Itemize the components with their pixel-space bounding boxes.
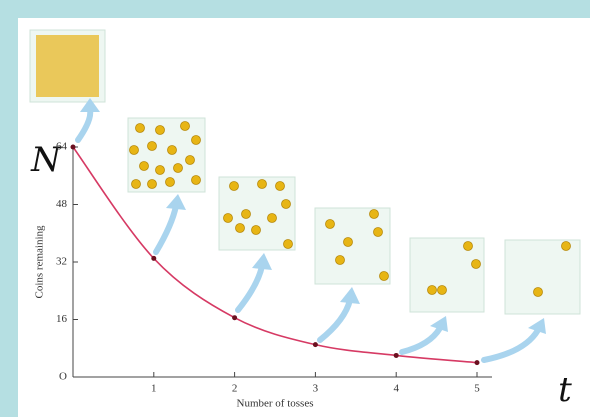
x-tick-label: 2 [232, 383, 238, 395]
data-point [151, 256, 156, 261]
data-point [313, 342, 318, 347]
y-tick-label: 64 [56, 141, 68, 153]
chart: Coins remaining Number of tosses N t O16… [0, 0, 590, 417]
y-tick-label: 16 [56, 313, 68, 325]
x-tick-label: 1 [151, 383, 157, 395]
y-tick-label: 48 [56, 198, 68, 210]
x-tick-label: 5 [474, 383, 480, 395]
x-tick-label: 3 [313, 383, 319, 395]
data-point [394, 353, 399, 358]
x-axis-label: Number of tosses [237, 398, 314, 410]
y-tick-label: 32 [56, 256, 67, 268]
data-point [475, 360, 480, 365]
x-tick-label: 4 [393, 383, 399, 395]
data-point [71, 145, 76, 150]
y-tick-label: O [59, 371, 67, 383]
y-axis-label: Coins remaining [34, 225, 46, 299]
data-point [232, 315, 237, 320]
annotation: t [558, 370, 572, 410]
